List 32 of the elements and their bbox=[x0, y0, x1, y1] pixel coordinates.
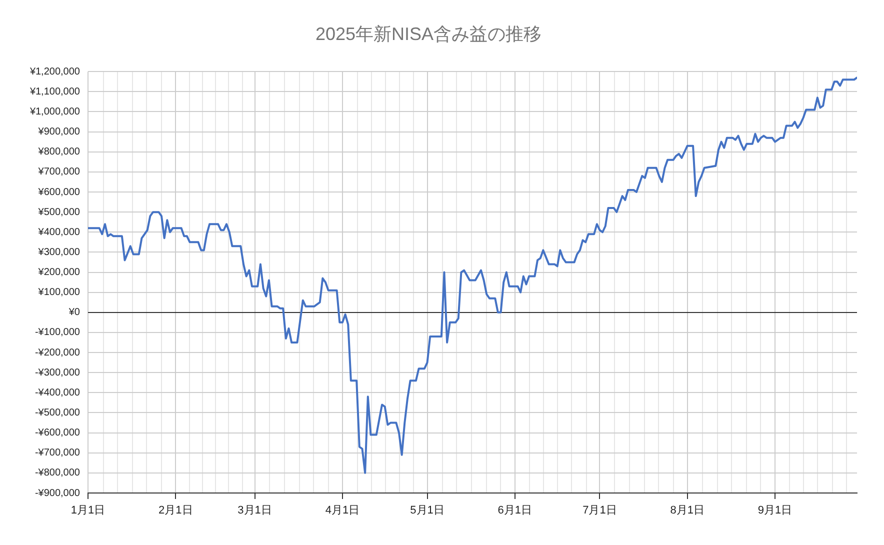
y-tick-label: -¥600,000 bbox=[34, 428, 80, 439]
y-tick-label: ¥300,000 bbox=[37, 246, 80, 258]
x-tick-label: 8月1日 bbox=[670, 504, 704, 517]
x-tick-label: 5月1日 bbox=[410, 504, 444, 517]
y-tick-label: -¥800,000 bbox=[34, 468, 80, 479]
x-tick-label: 3月1日 bbox=[238, 504, 272, 517]
y-tick-label: ¥400,000 bbox=[37, 226, 80, 238]
y-tick-label: ¥600,000 bbox=[37, 186, 80, 198]
y-tick-label: ¥800,000 bbox=[37, 146, 80, 158]
y-tick-label: -¥900,000 bbox=[34, 488, 80, 499]
y-tick-label: ¥200,000 bbox=[37, 267, 80, 278]
x-tick-label: 9月1日 bbox=[758, 504, 792, 517]
y-tick-label: -¥400,000 bbox=[34, 387, 80, 398]
y-tick-label: -¥500,000 bbox=[34, 407, 80, 418]
y-tick-label: ¥1,100,000 bbox=[28, 86, 80, 98]
x-tick-label: 4月1日 bbox=[325, 504, 360, 517]
y-tick-label: ¥0 bbox=[68, 307, 80, 318]
x-tick-label: 7月1日 bbox=[582, 504, 617, 517]
y-tick-label: -¥700,000 bbox=[34, 448, 80, 459]
chart-title: 2025年新NISA含み益の推移 bbox=[315, 24, 542, 44]
y-tick-label: -¥300,000 bbox=[34, 367, 80, 378]
y-tick-label: ¥500,000 bbox=[37, 206, 80, 218]
x-tick-label: 1月1日 bbox=[70, 504, 106, 517]
y-tick-label: ¥700,000 bbox=[37, 166, 80, 178]
y-tick-label: -¥200,000 bbox=[34, 347, 80, 358]
y-tick-label: ¥900,000 bbox=[37, 126, 80, 138]
y-tick-label: ¥100,000 bbox=[37, 287, 80, 298]
y-tick-label: ¥1,200,000 bbox=[28, 66, 80, 78]
y-tick-label: -¥100,000 bbox=[34, 327, 80, 338]
y-tick-label: ¥1,000,000 bbox=[28, 106, 80, 118]
x-tick-label: 6月1日 bbox=[498, 504, 532, 517]
x-tick-label: 2月1日 bbox=[158, 504, 193, 517]
